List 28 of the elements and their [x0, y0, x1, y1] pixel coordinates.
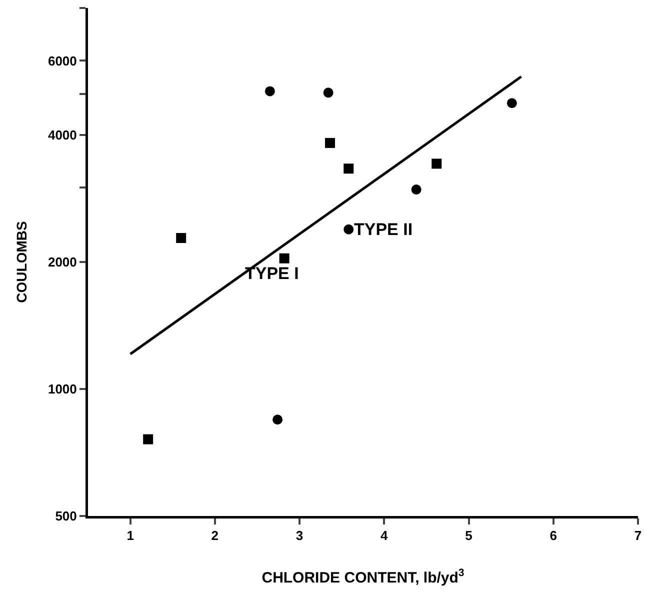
point [143, 434, 154, 444]
point [411, 184, 422, 195]
annotation: TYPE II [354, 220, 413, 239]
point [279, 253, 290, 264]
x-tick-label: 2 [211, 528, 219, 544]
y-tick-label: 6000 [48, 53, 77, 68]
y-tick-label: 4000 [48, 128, 77, 143]
point [176, 232, 186, 243]
x-tick-label: 4 [380, 528, 389, 544]
x-tick-label: 3 [296, 528, 304, 544]
point [506, 98, 517, 108]
point [344, 224, 354, 234]
point [344, 164, 354, 174]
x-axis-title: CHLORIDE CONTENT, lb/yd$^{3}$ [262, 567, 464, 586]
x-tick-label: 5 [465, 528, 472, 544]
y-tick-label: 500 [55, 508, 77, 524]
point [432, 158, 442, 169]
y-tick-label: 2000 [48, 254, 77, 270]
point [325, 138, 335, 148]
y-tick-label: 1000 [48, 382, 77, 397]
point [323, 88, 334, 98]
point [272, 414, 283, 425]
annotation: TYPE I [245, 264, 299, 283]
y-axis-title: COULOMBS [13, 221, 30, 303]
x-tick-label: 1 [126, 528, 134, 544]
x-tick-label: 7 [634, 528, 642, 544]
x-tick-label: 6 [550, 528, 557, 544]
point [264, 86, 275, 96]
